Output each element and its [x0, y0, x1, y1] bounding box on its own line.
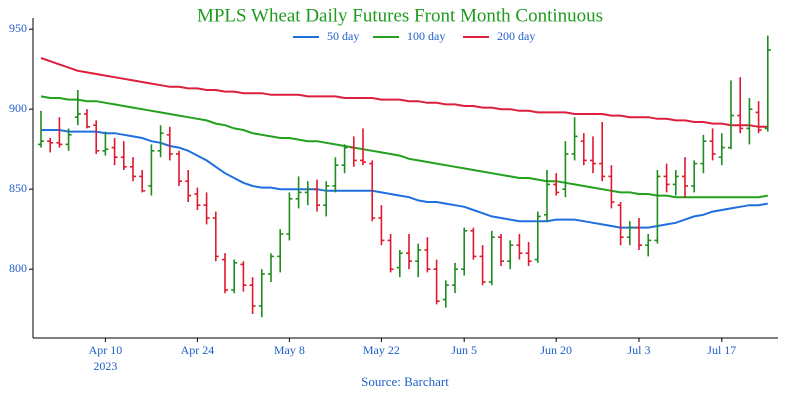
moving-average-line — [40, 57, 768, 128]
legend-label: 50 day — [327, 29, 359, 43]
legend-label: 100 day — [407, 29, 445, 43]
y-tick-label: 950 — [9, 21, 27, 35]
x-tick-label: Jul 17 — [707, 343, 736, 357]
x-tick-label: Jul 3 — [627, 343, 650, 357]
y-tick-label: 800 — [9, 261, 27, 275]
moving-average-line — [40, 95, 768, 199]
x-tick-sublabel: 2023 — [93, 359, 117, 373]
x-tick-label: Apr 24 — [181, 343, 215, 357]
x-tick-label: May 8 — [274, 343, 305, 357]
y-tick-label: 850 — [9, 181, 27, 195]
x-tick-label: Jun 5 — [451, 343, 477, 357]
moving-average-line — [41, 129, 768, 229]
x-tick-label: Jun 20 — [540, 343, 572, 357]
x-tick-label: May 22 — [363, 343, 400, 357]
x-tick-label: Apr 10 — [89, 343, 123, 357]
source-note: Source: Barchart — [361, 374, 449, 389]
chart-title: MPLS Wheat Daily Futures Front Month Con… — [197, 5, 603, 26]
y-tick-label: 900 — [9, 101, 27, 115]
legend-label: 200 day — [497, 29, 535, 43]
